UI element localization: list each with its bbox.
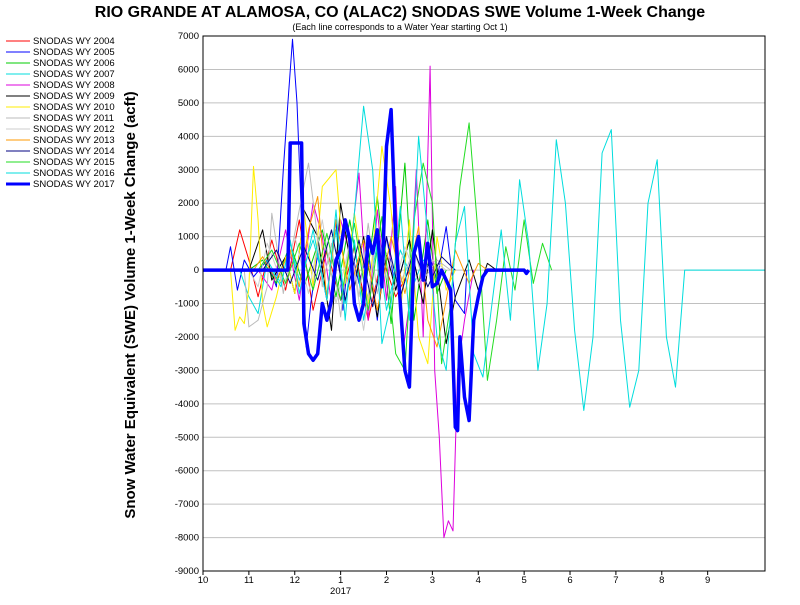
- x-year-label: 2017: [330, 586, 351, 597]
- y-tick-label: -1000: [175, 299, 199, 310]
- legend-label: SNODAS WY 2013: [33, 135, 115, 146]
- y-tick-label: -4000: [175, 399, 199, 410]
- legend-label: SNODAS WY 2005: [33, 47, 115, 58]
- series-line-9: [203, 219, 447, 331]
- y-tick-label: 7000: [178, 31, 199, 42]
- y-tick-label: -2000: [175, 332, 199, 343]
- series-line-14: [203, 107, 531, 433]
- y-tick-label: 5000: [178, 98, 199, 109]
- chart-title: RIO GRANDE AT ALAMOSA, CO (ALAC2) SNODAS…: [95, 4, 706, 21]
- x-tick-label: 12: [289, 575, 300, 586]
- legend-label: SNODAS WY 2007: [33, 69, 115, 80]
- legend-label: SNODAS WY 2017: [33, 179, 115, 190]
- legend-label: SNODAS WY 2010: [33, 102, 115, 113]
- legend-label: SNODAS WY 2006: [33, 58, 115, 69]
- series-line-12: [203, 122, 553, 381]
- y-tick-label: 1000: [178, 232, 199, 243]
- x-tick-label: 6: [567, 575, 572, 586]
- y-tick-label: 6000: [178, 64, 199, 75]
- y-tick-label: -8000: [175, 533, 199, 544]
- legend-label: SNODAS WY 2015: [33, 157, 115, 168]
- x-tick-label: 2: [384, 575, 389, 586]
- y-tick-label: -7000: [175, 499, 199, 510]
- y-tick-label: -3000: [175, 365, 199, 376]
- x-tick-label: 8: [659, 575, 664, 586]
- y-tick-label: 3000: [178, 165, 199, 176]
- legend-label: SNODAS WY 2008: [33, 80, 115, 91]
- x-tick-label: 9: [705, 575, 710, 586]
- legend-label: SNODAS WY 2011: [33, 113, 114, 124]
- series-line-3: [203, 162, 447, 325]
- y-tick-label: 2000: [178, 198, 199, 209]
- plot-frame: [202, 35, 766, 572]
- x-tick-label: 1: [338, 575, 343, 586]
- legend-label: SNODAS WY 2004: [33, 36, 115, 47]
- y-tick-label: -6000: [175, 466, 199, 477]
- x-tick-label: 4: [476, 575, 481, 586]
- x-tick-label: 11: [244, 575, 254, 586]
- legend-label: SNODAS WY 2016: [33, 168, 115, 179]
- x-tick-label: 3: [430, 575, 435, 586]
- x-tick-label: 7: [613, 575, 618, 586]
- y-tick-label: 0: [194, 265, 199, 276]
- x-tick-label: 10: [198, 575, 209, 586]
- y-tick-label: 4000: [178, 131, 199, 142]
- legend-label: SNODAS WY 2012: [33, 124, 115, 135]
- tick-layer: 7000 6000 5000 4000 3000 2000 1000 0 -1000 -2000 -…: [175, 31, 711, 597]
- y-axis-label: Snow Water Equivalent (SWE) Volume 1-Wee…: [122, 91, 139, 518]
- legend-label: SNODAS WY 2009: [33, 91, 115, 102]
- y-tick-label: -9000: [175, 566, 199, 577]
- chart-subtitle: (Each line corresponds to a Water Year s…: [292, 22, 507, 32]
- series-layer: [203, 38, 765, 539]
- x-tick-label: 5: [521, 575, 526, 586]
- series-line-13: [203, 105, 765, 411]
- y-tick-label: -5000: [175, 432, 199, 443]
- legend-label: SNODAS WY 2014: [33, 146, 115, 157]
